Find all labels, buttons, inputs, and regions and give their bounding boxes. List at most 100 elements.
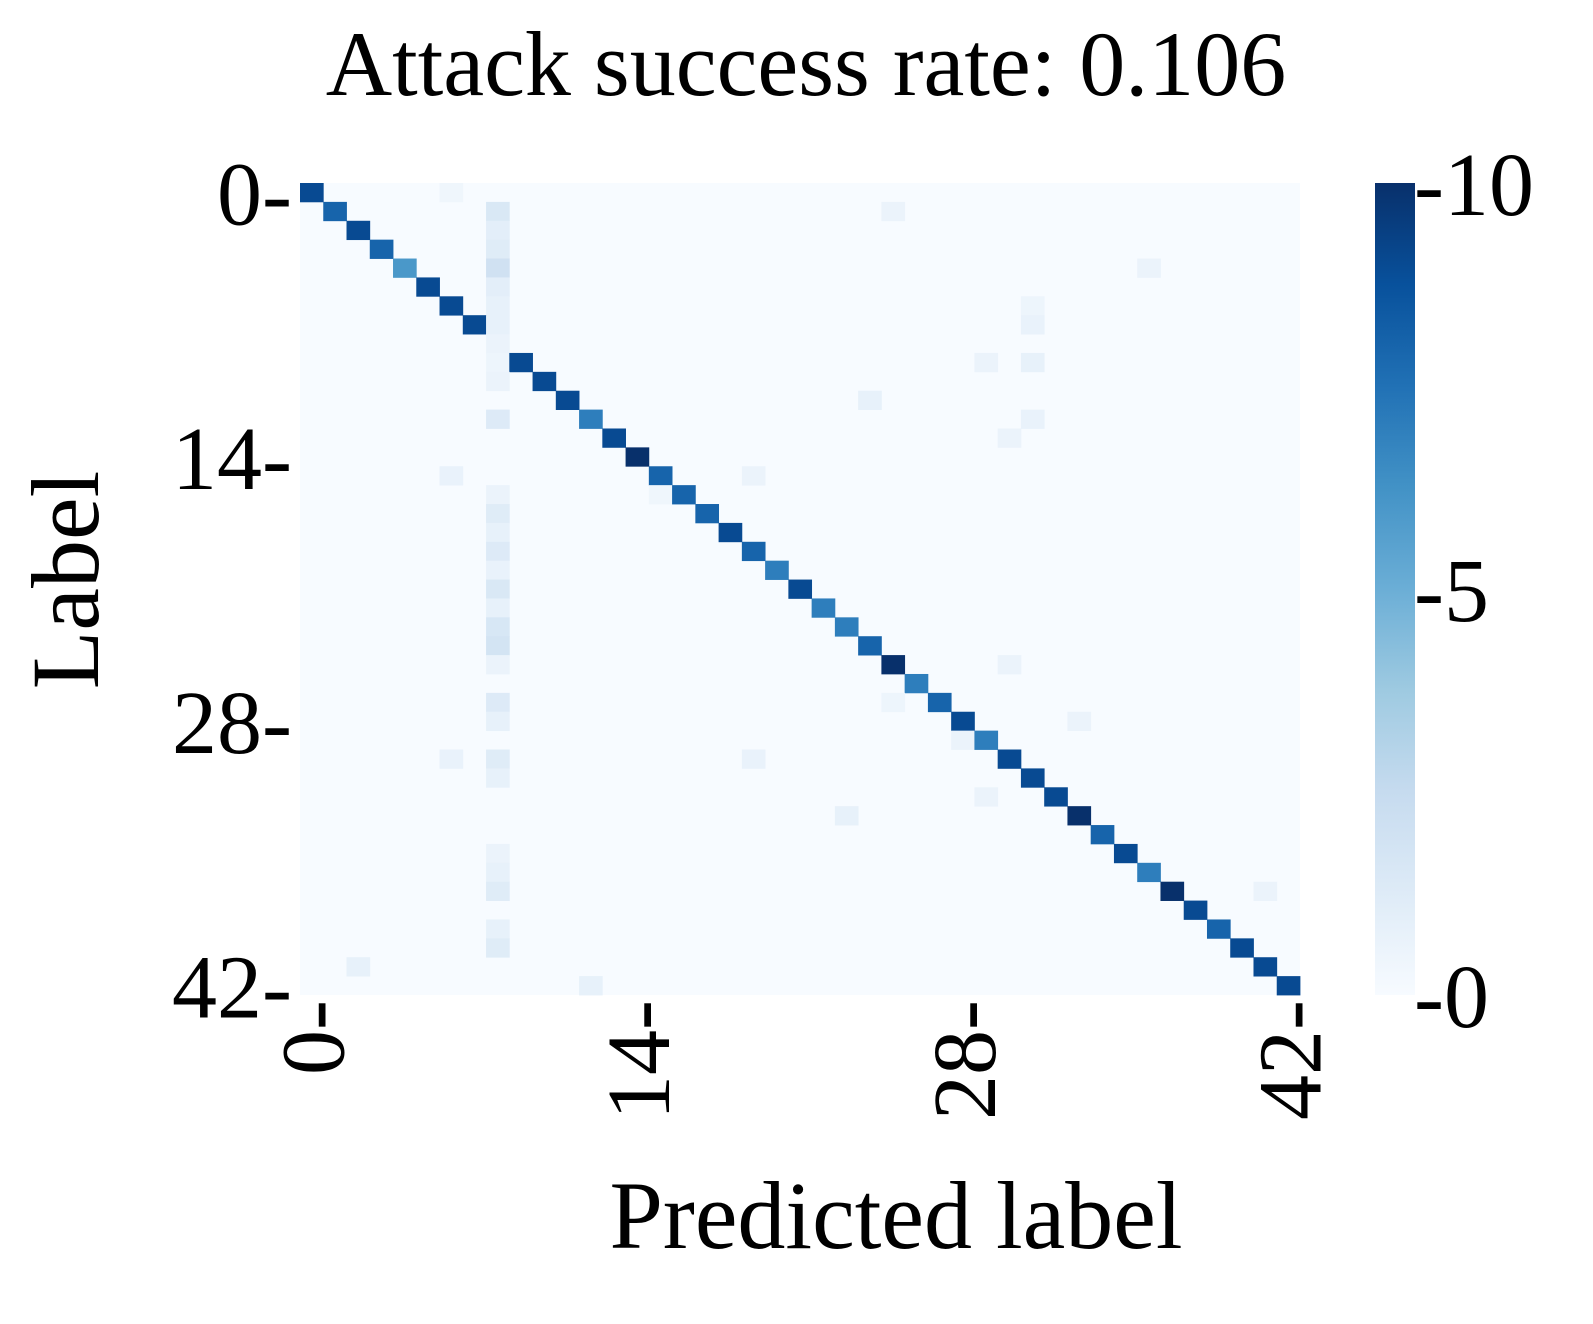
heatmap-cell-12-12 bbox=[579, 409, 603, 429]
heatmap-cell-37-41 bbox=[1253, 881, 1278, 901]
heatmap-cell-33-33 bbox=[1067, 806, 1092, 826]
heatmap-cell-20-8 bbox=[486, 560, 510, 580]
heatmap-cell-7-7 bbox=[462, 315, 487, 335]
heatmap-cell-9-31 bbox=[1020, 352, 1045, 373]
heatmap-cell-12-31 bbox=[1020, 409, 1045, 429]
heatmap-cell-29-28 bbox=[951, 730, 975, 750]
heatmap-cell-33-23 bbox=[834, 806, 859, 826]
heatmap-cell-40-8 bbox=[486, 938, 510, 958]
heatmap-cell-42-42 bbox=[1276, 976, 1301, 996]
heatmap-grid bbox=[300, 183, 1301, 996]
heatmap-cell-21-8 bbox=[486, 579, 510, 599]
x-axis-ticks: 0- 14- 28- 42- bbox=[265, 1000, 1341, 1120]
heatmap-cell-13-13 bbox=[602, 428, 626, 448]
heatmap-cell-40-40 bbox=[1230, 938, 1254, 958]
heatmap-cell-4-8 bbox=[486, 258, 510, 278]
colorbar-ticks: -0 -5 -10 bbox=[1414, 136, 1534, 1047]
heatmap-cell-30-30 bbox=[997, 749, 1022, 769]
heatmap-cell-4-36 bbox=[1137, 258, 1161, 278]
heatmap-cell-6-31 bbox=[1020, 296, 1045, 316]
heatmap-cell-17-8 bbox=[486, 504, 510, 524]
y-axis-ticks: 0- 14- 28- 42- bbox=[172, 145, 292, 1037]
y-tick-label-28: 28- bbox=[172, 674, 292, 773]
x-axis-label: Predicted label bbox=[609, 1162, 1182, 1269]
heatmap-cell-9-8 bbox=[486, 352, 510, 373]
heatmap-cell-37-37 bbox=[1160, 881, 1185, 901]
heatmap-cell-0-0 bbox=[300, 183, 324, 203]
heatmap-cell-6-6 bbox=[439, 296, 464, 316]
x-tick-label-42: 42- bbox=[1241, 1000, 1340, 1120]
heatmap-cell-32-29 bbox=[974, 787, 999, 807]
y-axis-label: Label bbox=[12, 471, 119, 690]
colorbar-tick-label-0: -0 bbox=[1414, 948, 1489, 1047]
heatmap-cell-18-8 bbox=[486, 522, 510, 543]
heatmap-cell-3-3 bbox=[369, 239, 394, 259]
heatmap-cell-25-8 bbox=[486, 655, 510, 675]
heatmap-cell-4-4 bbox=[393, 258, 417, 278]
heatmap-cell-30-19 bbox=[741, 749, 766, 769]
y-tick-label-42: 42- bbox=[172, 939, 292, 1038]
colorbar bbox=[1375, 183, 1415, 995]
heatmap-cell-6-8 bbox=[486, 296, 510, 316]
heatmap-cell-23-8 bbox=[486, 617, 510, 637]
heatmap-cell-7-31 bbox=[1020, 315, 1045, 335]
heatmap-cell-19-8 bbox=[486, 541, 510, 562]
heatmap-cell-2-2 bbox=[346, 220, 371, 241]
x-tick-label-0: 0- bbox=[265, 1000, 364, 1075]
heatmap-cell-3-8 bbox=[486, 239, 510, 259]
heatmap-cell-30-8 bbox=[486, 749, 510, 769]
heatmap-cell-36-8 bbox=[486, 862, 510, 883]
heatmap-cell-39-39 bbox=[1206, 919, 1231, 939]
heatmap-cell-27-8 bbox=[486, 692, 510, 713]
heatmap-cell-27-27 bbox=[927, 692, 952, 713]
heatmap-cell-28-28 bbox=[951, 711, 975, 732]
chart-title: Attack success rate: 0.106 bbox=[326, 13, 1287, 115]
heatmap-cell-16-15 bbox=[648, 485, 673, 505]
heatmap-cell-24-24 bbox=[858, 636, 882, 656]
heatmap-cell-20-20 bbox=[765, 560, 789, 580]
heatmap-cell-37-8 bbox=[486, 881, 510, 901]
heatmap-cell-28-33 bbox=[1067, 711, 1092, 732]
heatmap-cell-9-29 bbox=[974, 352, 999, 373]
heatmap-cell-17-17 bbox=[695, 504, 720, 524]
heatmap-cell-9-9 bbox=[509, 352, 533, 373]
x-tick-label-28: 28- bbox=[916, 1000, 1015, 1120]
heatmap-cell-41-41 bbox=[1253, 957, 1278, 977]
heatmap-cell-23-23 bbox=[834, 617, 859, 637]
heatmap-cell-19-19 bbox=[741, 541, 766, 562]
heatmap-cell-38-38 bbox=[1183, 900, 1208, 920]
heatmap-cell-21-21 bbox=[788, 579, 813, 599]
heatmap-cell-7-8 bbox=[486, 315, 510, 335]
heatmap-cell-18-18 bbox=[718, 522, 743, 543]
heatmap-cell-11-24 bbox=[858, 390, 882, 410]
heatmap-cell-1-1 bbox=[323, 201, 347, 222]
heatmap-cell-10-10 bbox=[532, 371, 557, 392]
heatmap-cell-31-31 bbox=[1020, 768, 1045, 788]
heatmap-cell-24-8 bbox=[486, 636, 510, 656]
heatmap-cell-35-35 bbox=[1113, 843, 1138, 864]
y-tick-label-0: 0- bbox=[217, 145, 292, 244]
heatmap-cell-34-34 bbox=[1090, 825, 1115, 845]
heatmap-cell-5-5 bbox=[416, 277, 440, 297]
heatmap-cell-31-8 bbox=[486, 768, 510, 788]
heatmap-cell-22-22 bbox=[811, 598, 836, 618]
heatmap-cell-15-15 bbox=[648, 466, 673, 486]
heatmap-cell-26-26 bbox=[904, 673, 929, 694]
colorbar-tick-label-5: -5 bbox=[1414, 542, 1489, 641]
heatmap-cell-29-29 bbox=[974, 730, 999, 750]
colorbar-tick-label-10: -10 bbox=[1414, 136, 1534, 235]
heatmap-cell-11-11 bbox=[555, 390, 580, 410]
heatmap-cell-5-8 bbox=[486, 277, 510, 297]
heatmap-cell-16-16 bbox=[672, 485, 696, 505]
heatmap-cell-1-25 bbox=[881, 201, 906, 222]
heatmap-cell-32-32 bbox=[1044, 787, 1068, 807]
y-tick-label-14: 14- bbox=[172, 410, 292, 509]
heatmap-cell-15-19 bbox=[741, 466, 766, 486]
heatmap-cell-1-8 bbox=[486, 201, 510, 222]
heatmap-cell-0-6 bbox=[439, 183, 464, 203]
heatmap-cell-28-8 bbox=[486, 711, 510, 732]
heatmap-cell-30-6 bbox=[439, 749, 464, 769]
heatmap-cell-36-36 bbox=[1137, 862, 1161, 883]
